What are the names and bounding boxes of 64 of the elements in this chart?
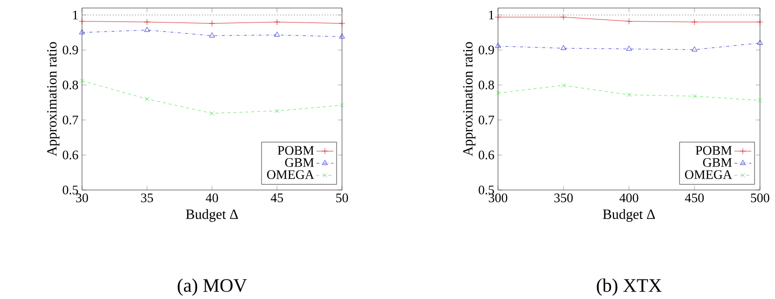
- point: [626, 92, 632, 98]
- x-tick-label: 450: [684, 193, 704, 202]
- point: [758, 98, 762, 103]
- x-tick-label: 300: [488, 193, 508, 202]
- point: [340, 102, 344, 108]
- point: [274, 18, 280, 26]
- point: [144, 26, 150, 32]
- point: [692, 94, 697, 98]
- y-tick-label: 1: [489, 10, 494, 20]
- legend-label: GBM: [703, 158, 732, 167]
- x-tick-label: 50: [336, 193, 348, 202]
- x-tick-label: 400: [620, 193, 638, 202]
- legend-label: POBM: [696, 146, 732, 155]
- point: [274, 108, 280, 114]
- point: [209, 32, 215, 38]
- legend-label: GBM: [285, 158, 314, 167]
- x-axis-title: Budget Δ: [602, 209, 655, 222]
- y-axis-title: Approximation ratio: [47, 42, 60, 156]
- y-axis-title: Approximation ratio: [463, 42, 476, 156]
- x-tick-label: 35: [141, 193, 154, 202]
- y-tick-label: 0.7: [478, 116, 494, 124]
- point: [495, 42, 501, 48]
- y-tick-label: 0.6: [478, 150, 494, 160]
- point: [144, 18, 150, 26]
- point: [756, 18, 764, 26]
- point: [691, 18, 698, 26]
- x-tick-label: 350: [554, 193, 573, 202]
- point: [78, 18, 86, 24]
- x-tick-label: 30: [76, 193, 88, 202]
- y-tick-label: 0.8: [478, 80, 494, 90]
- point: [80, 78, 84, 84]
- x-tick-label: 40: [206, 193, 218, 202]
- y-tick-label: 0.5: [478, 186, 494, 194]
- y-tick-label: 0.7: [62, 116, 78, 124]
- point: [626, 18, 632, 24]
- text: (a) MOV: [178, 278, 247, 296]
- y-tick-label: 0.8: [62, 80, 78, 90]
- y-tick-label: 0.5: [62, 186, 78, 194]
- y-tick-label: 0.6: [62, 150, 78, 160]
- y-tick-label: 0.9: [62, 46, 78, 54]
- point: [274, 32, 280, 37]
- point: [560, 45, 566, 50]
- point: [496, 90, 500, 96]
- point: [338, 20, 346, 27]
- legend-label: POBM: [278, 146, 314, 155]
- point: [210, 110, 214, 116]
- point: [79, 29, 85, 34]
- point: [626, 46, 632, 51]
- legend-label: OMEGA: [685, 170, 732, 179]
- point: [560, 14, 567, 20]
- point: [692, 46, 698, 52]
- point: [561, 82, 566, 88]
- point: [757, 40, 763, 45]
- x-axis-title: Budget Δ: [186, 209, 238, 222]
- y-tick-label: 0.9: [478, 46, 494, 54]
- point: [494, 14, 502, 20]
- text: (b) XTX: [596, 278, 662, 296]
- point: [144, 96, 150, 102]
- legend-label: OMEGA: [267, 170, 314, 179]
- point: [208, 20, 216, 27]
- y-tick-label: 1: [73, 10, 78, 20]
- x-tick-label: 500: [750, 193, 770, 202]
- x-tick-label: 45: [270, 193, 284, 202]
- point: [339, 33, 345, 38]
